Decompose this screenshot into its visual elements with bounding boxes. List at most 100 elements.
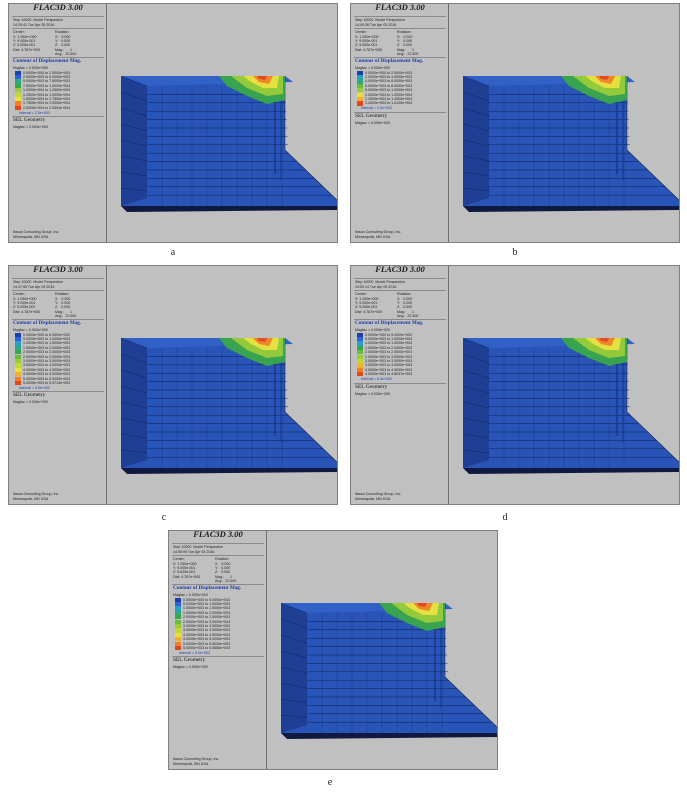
legend-swatch	[175, 601, 181, 607]
mesh-line	[462, 449, 490, 454]
legend-range: 2.5000e+003 to 3.0000e+003	[365, 354, 413, 359]
model-left-face	[121, 338, 147, 468]
subfigure-label: c	[161, 512, 167, 523]
mesh-line	[462, 417, 490, 424]
legend-range: 6.0000e+003 to 8.0000e+003	[365, 83, 413, 88]
legend-range: 1.0000e+003 to 1.5000e+003	[23, 341, 71, 346]
slope-model-mesh	[280, 602, 497, 739]
interval-text: Interval = 2.0e+003	[361, 106, 392, 111]
legend-range: 4.5000e+003 to 5.0000e+003	[183, 637, 231, 642]
model-base-edge	[463, 468, 679, 474]
rotation-value: X: 0.000	[55, 296, 71, 301]
slope-model-mesh	[462, 75, 679, 212]
subfigure-label: e	[327, 777, 333, 788]
company-location: Minneapolis, MN USA	[355, 496, 391, 501]
center-value: X: 1.050e+000	[13, 34, 37, 39]
legend-range: 1.0000e+003 to 1.5000e+003	[183, 606, 231, 611]
mesh-line	[462, 401, 490, 409]
legend-range: 4.0000e+003 to 4.5000e+003	[183, 632, 231, 637]
legend-range: 5.0000e+002 to 1.0000e+003	[365, 336, 413, 341]
divider	[12, 28, 104, 29]
divider	[12, 391, 104, 393]
divider	[12, 319, 104, 320]
model-left-face	[121, 76, 147, 206]
mesh-line	[120, 353, 148, 364]
legend-range: 2.0000e+003 to 2.5000e+003	[23, 350, 71, 355]
mesh-line	[280, 714, 308, 719]
step-text: Step 10000 Model Perspective	[13, 280, 63, 284]
mesh-line	[120, 91, 148, 102]
legend-range: 2.5000e+003 to 5.0000e+003	[23, 74, 71, 79]
legend-swatch	[357, 358, 363, 364]
legend-range: 4.0000e+003 to 4.5000e+003	[365, 367, 413, 372]
divider	[12, 116, 104, 118]
mesh-line	[462, 123, 490, 132]
mesh-line	[280, 682, 308, 689]
mesh-line	[462, 139, 490, 147]
magfac-text: Magfac = 0.000e+000	[355, 66, 390, 70]
legend-range: 2.0000e+003 to 2.5000e+003	[365, 350, 413, 355]
mesh-line	[120, 123, 148, 132]
contour-title: Contour of Displacement Mag.	[13, 58, 82, 64]
rotation-value: Y: 0.000	[55, 300, 71, 305]
rotation-label: Rotation:	[215, 557, 230, 561]
mesh-line	[462, 91, 490, 102]
sel-geometry-label: SEL Geometry	[173, 657, 206, 664]
legend-swatch	[357, 92, 363, 97]
divider	[12, 57, 104, 58]
legend-swatch	[15, 341, 21, 346]
sel-magfac-text: Magfac = 0.000e+000	[13, 125, 48, 130]
timestamp-text: 14:50:14 Tue Apr 05 2016	[355, 284, 397, 289]
divider	[172, 555, 264, 556]
legend-range: 4.5000e+003 to 5.0000e+003	[23, 372, 71, 377]
legend-swatch	[15, 372, 21, 377]
legend-swatch	[15, 105, 21, 111]
rotation-label: Rotation:	[397, 30, 412, 34]
mesh-line	[462, 75, 490, 87]
divider	[172, 584, 264, 585]
legend-swatch	[15, 88, 21, 93]
legend-range: 0.0000e+000 to 2.0000e+003	[365, 70, 413, 75]
legend-swatch	[357, 372, 363, 377]
legend-range: 1.5000e+003 to 2.0000e+003	[23, 345, 71, 350]
legend-swatch	[15, 70, 21, 75]
legend-range: 4.5000e+003 to 4.8037e+003	[365, 372, 413, 377]
mesh-line	[626, 149, 679, 201]
center-value: X: 1.050e+000	[355, 34, 379, 39]
sel-magfac-text: Magfac = 0.000e+000	[13, 400, 48, 405]
rotation-value: Y: 0.000	[397, 300, 413, 305]
legend-swatch	[175, 615, 181, 620]
center-value: Dist: 4.787e+000	[355, 309, 383, 314]
legend-column: FLAC3D 3.00 Step 10000 Model Perspective 1…	[351, 2, 449, 242]
legend-column: FLAC3D 3.00 Step 10000 Model Perspective 1…	[351, 264, 449, 504]
company-location: Minneapolis, MN USA	[13, 496, 49, 501]
divider	[12, 290, 104, 291]
step-text: Step 10000 Model Perspective	[13, 18, 63, 22]
mesh-line	[626, 411, 679, 463]
rotation-value: X: 0.000	[397, 296, 413, 301]
legend-range: 1.0000e+004 to 1.2000e+004	[365, 92, 413, 97]
rotation-value: Mag.: 1	[55, 47, 72, 52]
rotation-value: Z: 0.000	[55, 305, 71, 310]
mesh-line	[280, 618, 308, 629]
center-value: X: 1.050e+000	[173, 561, 197, 566]
mesh-line	[462, 107, 490, 117]
magfac-text: Magfac = 0.000e+000	[173, 593, 208, 597]
legend-swatch	[15, 367, 21, 373]
legend-swatch	[357, 96, 363, 102]
mesh-line	[280, 650, 308, 659]
displacement-contour	[253, 76, 273, 84]
center-label: Center:	[355, 292, 367, 296]
mesh-line	[120, 155, 148, 162]
legend-range: 2.0000e+003 to 2.5000e+003	[183, 615, 231, 620]
rotation-value: Mag.: 1	[397, 309, 414, 314]
slope-model-mesh	[120, 337, 337, 474]
legend-range: 5.0000e+003 to 7.5000e+003	[23, 79, 71, 84]
legend-range: 2.5000e+003 to 3.0000e+003	[23, 354, 71, 359]
legend-range: 3.0000e+003 to 3.5000e+003	[23, 358, 71, 363]
legend-swatch	[175, 645, 181, 651]
legend-range: 1.0000e+003 to 1.5000e+003	[365, 341, 413, 346]
legend-swatch	[357, 345, 363, 351]
legend-swatch	[15, 363, 21, 368]
legend-range: 5.5000e+003 to 5.5714e+003	[23, 380, 71, 385]
